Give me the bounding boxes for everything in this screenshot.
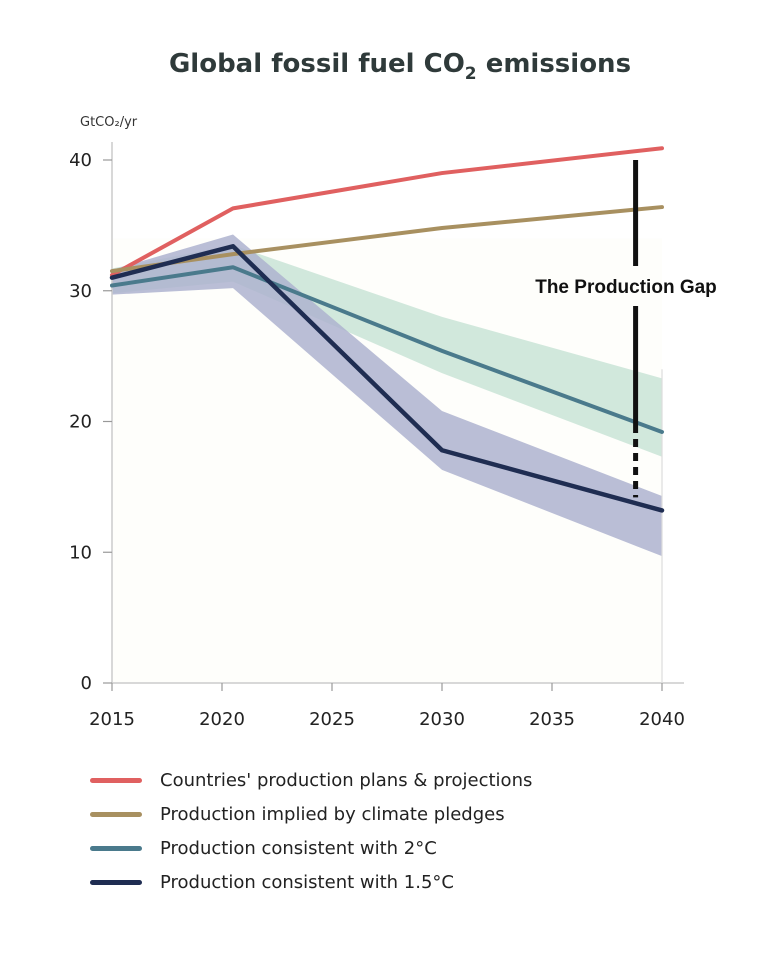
y-axis-unit: GtCO₂/yr bbox=[80, 115, 138, 130]
uncertainty-band-1 bbox=[112, 244, 662, 457]
series-line-4 bbox=[109, 244, 665, 513]
series-line-3 bbox=[110, 265, 664, 434]
x-tick-label: 2030 bbox=[419, 709, 465, 730]
legend-item: Production consistent with 1.5°C bbox=[90, 865, 532, 899]
x-tick-label: 2040 bbox=[639, 709, 685, 730]
x-tick-label: 2015 bbox=[89, 709, 135, 730]
legend-label: Production consistent with 2°C bbox=[160, 837, 437, 859]
chart-title: Global fossil fuel CO2 emissions bbox=[169, 49, 631, 84]
legend-label: Production implied by climate pledges bbox=[160, 803, 505, 825]
y-tick-label: 10 bbox=[69, 542, 92, 563]
x-tick-label: 2020 bbox=[199, 709, 245, 730]
legend-swatch bbox=[90, 845, 142, 851]
legend-item: Production consistent with 2°C bbox=[90, 831, 532, 865]
legend-swatch bbox=[90, 777, 142, 783]
chart-canvas: Global fossil fuel CO2 emissions GtCO₂/y… bbox=[69, 49, 717, 730]
legend-item: Production implied by climate pledges bbox=[90, 797, 532, 831]
legend-label: Production consistent with 1.5°C bbox=[160, 871, 454, 893]
production-gap-label: The Production Gap bbox=[535, 277, 717, 298]
legend: Countries' production plans & projection… bbox=[90, 763, 532, 899]
legend-swatch bbox=[90, 811, 142, 817]
y-tick-label: 20 bbox=[69, 412, 92, 433]
x-tick-label: 2035 bbox=[529, 709, 575, 730]
legend-swatch bbox=[90, 879, 142, 885]
legend-label: Countries' production plans & projection… bbox=[160, 769, 533, 791]
x-tick-label: 2025 bbox=[309, 709, 355, 730]
legend-item: Countries' production plans & projection… bbox=[90, 763, 532, 797]
y-tick-label: 0 bbox=[81, 673, 92, 694]
y-tick-label: 30 bbox=[69, 281, 92, 302]
series-line-1 bbox=[110, 146, 664, 278]
y-tick-label: 40 bbox=[69, 150, 92, 171]
